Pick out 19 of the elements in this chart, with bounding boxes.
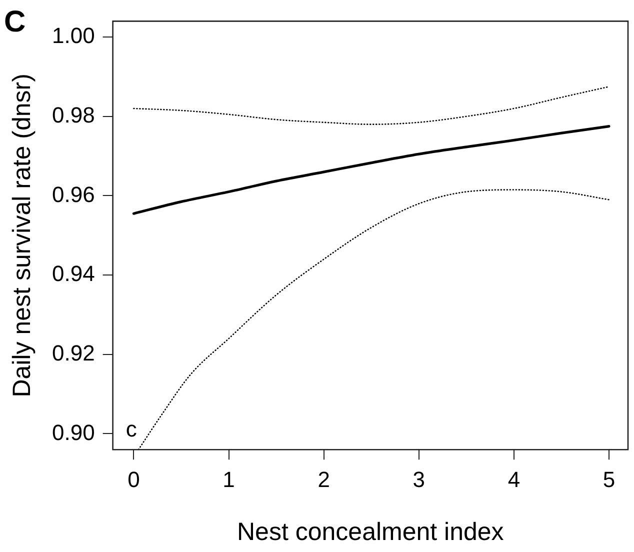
x-tick-label: 1 bbox=[222, 466, 235, 492]
x-tick-label: 5 bbox=[602, 466, 616, 492]
y-tick-label: 0.98 bbox=[52, 102, 95, 128]
line-series bbox=[138, 189, 610, 450]
x-tick-label: 4 bbox=[508, 466, 520, 492]
x-tick-label: 3 bbox=[412, 466, 426, 492]
x-axis-title: Nest concealment index bbox=[237, 518, 504, 546]
y-tick-label: 0.92 bbox=[52, 340, 95, 366]
y-tick-label: 0.94 bbox=[52, 261, 95, 286]
line-series bbox=[133, 86, 610, 125]
chart-title: C bbox=[4, 5, 26, 38]
line-series bbox=[132, 125, 610, 215]
y-tick-label: 0.96 bbox=[52, 182, 95, 207]
x-tick-label: 2 bbox=[318, 466, 330, 492]
annotation: c bbox=[126, 416, 137, 442]
y-tick-label: 0.90 bbox=[52, 420, 95, 445]
y-tick-label: 1.00 bbox=[52, 23, 95, 48]
x-tick-label: 0 bbox=[128, 466, 140, 492]
y-axis-title: Daily nest survival rate (dnsr) bbox=[8, 74, 36, 398]
